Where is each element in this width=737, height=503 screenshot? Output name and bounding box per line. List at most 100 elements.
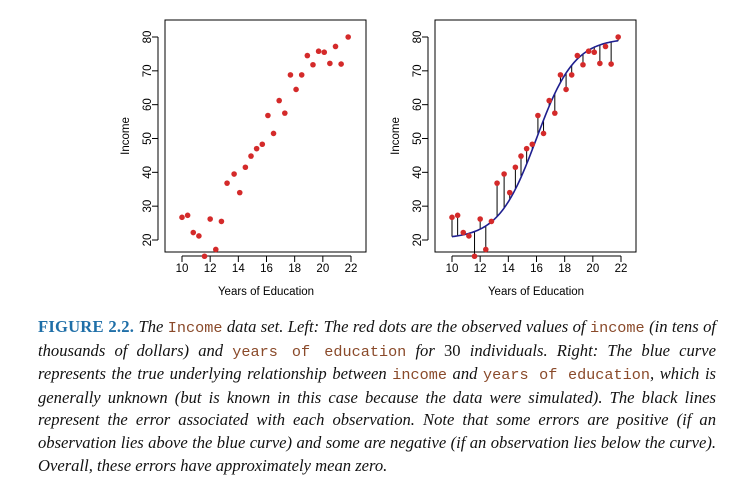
data-point (248, 153, 254, 159)
caption-label: FIGURE 2.2. (38, 317, 135, 336)
data-point (477, 216, 483, 222)
true-curve (451, 39, 619, 238)
data-point (557, 72, 564, 78)
data-point (224, 180, 230, 186)
data-point (466, 233, 472, 239)
data-point (236, 189, 243, 196)
data-point (568, 72, 575, 78)
data-point (518, 153, 524, 159)
caption-body: The Income data set. Left: The red dots … (38, 317, 716, 475)
data-point (287, 72, 294, 78)
data-point (231, 171, 237, 177)
y-tick-label: 60 (412, 98, 424, 111)
plot-frame (164, 19, 367, 253)
x-tick-label: 22 (345, 263, 358, 275)
data-point (282, 110, 288, 116)
data-point (454, 212, 461, 219)
data-point (321, 49, 328, 56)
caption-text: and (446, 364, 484, 384)
x-tick-label: 16 (530, 263, 543, 275)
y-tick-label: 80 (142, 31, 154, 44)
data-point (184, 212, 191, 219)
y-tick-label: 40 (142, 166, 154, 179)
data-point (563, 86, 569, 93)
caption-text: The (134, 317, 168, 336)
data-point (179, 214, 185, 221)
x-tick-label: 18 (288, 263, 301, 275)
y-tick-label: 80 (412, 31, 424, 44)
data-point (529, 141, 536, 148)
x-tick-label: 18 (558, 263, 571, 275)
data-point (535, 112, 541, 119)
data-point (190, 229, 197, 236)
data-point (483, 246, 489, 253)
caption-text: , which is generally unknown (but is kno… (38, 364, 717, 475)
data-point (327, 60, 333, 67)
data-point (608, 61, 614, 67)
y-tick-label: 70 (412, 64, 424, 77)
data-point (552, 110, 558, 116)
data-point (276, 97, 282, 104)
y-tick-label: 50 (412, 132, 424, 145)
x-axis-label: Years of Education (488, 286, 584, 298)
x-tick-label: 10 (446, 263, 459, 275)
data-point (338, 61, 344, 67)
x-tick-label: 22 (615, 263, 628, 275)
x-tick-label: 12 (474, 263, 487, 275)
data-point (315, 48, 322, 55)
data-point (471, 253, 478, 260)
x-tick-label: 14 (502, 263, 515, 275)
data-point (597, 60, 603, 67)
data-point (213, 246, 219, 253)
caption-code-term: income (392, 366, 447, 385)
data-point (580, 61, 586, 68)
x-tick-label: 14 (232, 263, 245, 275)
data-point (218, 218, 225, 225)
x-tick-label: 16 (260, 263, 273, 275)
x-tick-label: 10 (176, 263, 189, 275)
data-point (460, 229, 467, 236)
data-point (602, 43, 609, 50)
data-point (265, 112, 271, 119)
y-tick-label: 40 (412, 166, 424, 179)
y-tick-label: 50 (142, 132, 154, 145)
caption-text: 30 (443, 340, 461, 360)
data-point (591, 49, 598, 56)
data-point (332, 43, 339, 50)
data-point (253, 145, 260, 152)
x-tick-label: 20 (586, 263, 599, 275)
data-point (293, 86, 299, 93)
y-axis-label: Income (390, 117, 402, 155)
data-point (449, 214, 455, 221)
plot-frame (434, 19, 637, 253)
data-point (574, 52, 581, 59)
data-point (259, 141, 266, 148)
caption-code-term: years of education (232, 342, 407, 361)
data-point (494, 180, 500, 186)
data-point (540, 130, 547, 137)
caption-text: individuals. Right: The blue curve repre… (38, 340, 716, 384)
y-tick-label: 30 (142, 200, 154, 213)
y-tick-label: 20 (412, 234, 424, 247)
data-point (201, 253, 208, 260)
x-tick-label: 20 (316, 263, 329, 275)
data-point (196, 233, 202, 239)
y-tick-label: 60 (142, 98, 154, 111)
data-point (523, 145, 530, 152)
y-axis-label: Income (120, 117, 132, 155)
data-point (304, 52, 311, 59)
y-tick-label: 30 (412, 200, 424, 213)
figure-caption: FIGURE 2.2. The Income data set. Left: T… (38, 316, 716, 477)
data-point (310, 61, 316, 68)
data-point (242, 164, 249, 171)
caption-code-term: income (589, 319, 645, 337)
data-point (615, 34, 621, 40)
caption-text: (in tens of thousands of dollars) and (38, 317, 716, 360)
caption-code-term: Income (167, 319, 223, 337)
data-point (298, 72, 305, 78)
data-point (546, 97, 552, 104)
y-tick-label: 70 (142, 64, 154, 77)
